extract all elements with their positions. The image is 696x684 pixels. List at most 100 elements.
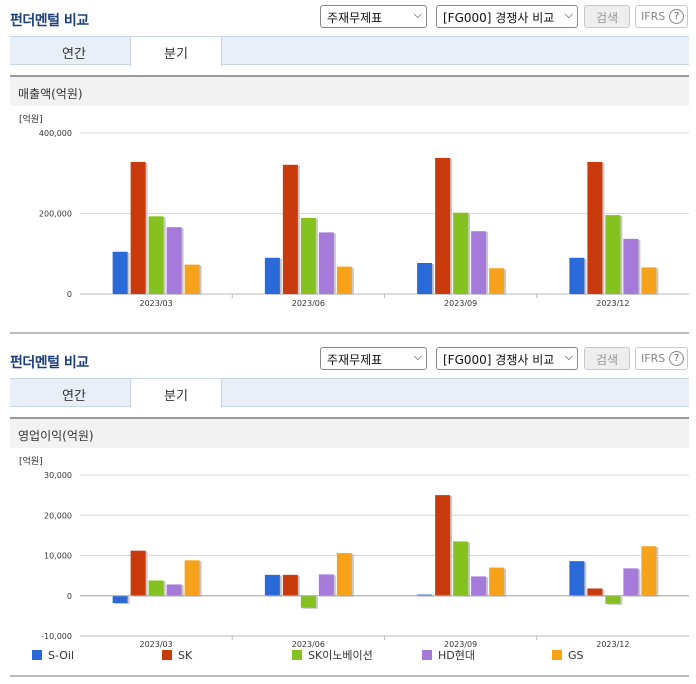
ifrs-label: IFRS (641, 352, 666, 365)
peer-group-select[interactable]: [FG000] 경쟁사 비교 ⌵ (436, 5, 578, 28)
legend-swatch (32, 650, 42, 660)
fundamental-panel-1: 펀더멘털 비교 주재무제표 ⌵ [FG000] 경쟁사 비교 ⌵ 검색 IFRS… (0, 0, 696, 334)
x-tick-label: 2023/12 (596, 299, 629, 306)
bar (435, 495, 451, 596)
divider (10, 332, 689, 334)
bar (112, 595, 128, 603)
bar (641, 267, 657, 294)
period-tabs: 연간 분기 (10, 36, 689, 66)
legend-swatch (552, 650, 562, 660)
bar (336, 553, 352, 596)
legend-swatch (162, 650, 172, 660)
fundamental-panel-2: 펀더멘털 비교 주재무제표 ⌵ [FG000] 경쟁사 비교 ⌵ 검색 IFRS… (0, 342, 696, 677)
help-icon[interactable]: ? (669, 351, 684, 366)
report-type-select[interactable]: 주재무제표 ⌵ (320, 347, 427, 370)
y-tick-label: 400,000 (39, 129, 72, 138)
y-tick-label: 10,000 (44, 552, 72, 561)
bar (112, 251, 128, 294)
tab-annual[interactable]: 연간 (62, 389, 86, 404)
x-tick-label: 2023/03 (140, 640, 173, 649)
chevron-down-icon: ⌵ (564, 8, 573, 21)
x-tick-label: 2023/03 (140, 299, 173, 306)
bar (282, 574, 298, 596)
bar (264, 574, 280, 596)
chart-title: 영업이익(억원) (10, 417, 689, 448)
peer-group-value: [FG000] 경쟁사 비교 (443, 353, 555, 367)
x-tick-label: 2023/12 (596, 640, 629, 649)
search-button[interactable]: 검색 (584, 347, 630, 370)
y-tick-label: 20,000 (44, 511, 72, 520)
operating-profit-chart: [억원] -10,000 0 10,000 20,000 30,000 2023/03 202… (19, 455, 689, 662)
bar (184, 264, 200, 294)
bar (605, 595, 621, 604)
bar (471, 231, 487, 294)
y-tick-label: 0 (67, 592, 72, 601)
legend-label: GS (568, 649, 584, 662)
chart-title: 매출액(억원) (10, 75, 689, 106)
search-button[interactable]: 검색 (584, 5, 630, 28)
y-unit-label: [억원] (19, 113, 43, 125)
bar (130, 550, 146, 596)
x-tick-label: 2023/09 (444, 640, 477, 649)
bar (318, 232, 334, 294)
tab-annual[interactable]: 연간 (62, 47, 86, 62)
bar (318, 574, 334, 596)
x-tick-label: 2023/06 (292, 640, 325, 649)
bar (587, 161, 603, 294)
y-tick-label: -10,000 (41, 632, 72, 641)
bar (166, 584, 182, 596)
bar (623, 568, 639, 596)
ifrs-button[interactable]: IFRS ? (635, 5, 688, 28)
chart-container: [억원] -10,000 0 10,000 20,000 30,000 2023/03 202… (10, 448, 689, 680)
bar (417, 594, 433, 596)
tab-quarterly[interactable]: 분기 (130, 37, 222, 66)
panel-header: 펀더멘털 비교 주재무제표 ⌵ [FG000] 경쟁사 비교 ⌵ 검색 IFRS… (0, 0, 696, 34)
bar (264, 257, 280, 294)
bar (605, 215, 621, 294)
bar (569, 561, 585, 596)
bar (282, 164, 298, 294)
bar (300, 217, 316, 294)
y-tick-label: 0 (67, 290, 72, 299)
bar (336, 266, 352, 294)
ifrs-button[interactable]: IFRS ? (635, 347, 688, 370)
legend-label: HD현대 (438, 649, 475, 662)
bar (148, 216, 164, 294)
legend-swatch (422, 650, 432, 660)
peer-group-select[interactable]: [FG000] 경쟁사 비교 ⌵ (436, 347, 578, 370)
tab-quarterly[interactable]: 분기 (130, 379, 222, 408)
revenue-chart: [억원] 0 200,000 400,000 2023/03 2023/06 2023/09… (19, 113, 689, 321)
chevron-down-icon: ⌵ (413, 8, 422, 21)
bar (623, 238, 639, 294)
panel-title: 펀더멘털 비교 (10, 13, 89, 29)
bar (471, 576, 487, 596)
bar (148, 580, 164, 596)
ifrs-label: IFRS (641, 10, 666, 23)
panel-header: 펀더멘털 비교 주재무제표 ⌵ [FG000] 경쟁사 비교 ⌵ 검색 IFRS… (0, 342, 696, 376)
bar (184, 560, 200, 596)
bar (489, 268, 505, 294)
y-tick-label: 30,000 (44, 471, 72, 480)
help-icon[interactable]: ? (669, 9, 684, 24)
chevron-down-icon: ⌵ (564, 350, 573, 363)
report-type-select[interactable]: 주재무제표 ⌵ (320, 5, 427, 28)
chevron-down-icon: ⌵ (413, 350, 422, 363)
bar (489, 567, 505, 596)
report-type-value: 주재무제표 (327, 353, 383, 367)
bar (300, 595, 316, 608)
legend-swatch (292, 650, 302, 660)
bar (453, 541, 469, 596)
bar (130, 161, 146, 294)
divider (10, 675, 689, 677)
legend-label: S-Oil (48, 649, 74, 662)
panel-title: 펀더멘털 비교 (10, 355, 89, 371)
chart-container: [억원] 0 200,000 400,000 2023/03 2023/06 2023/09… (10, 106, 689, 321)
x-tick-label: 2023/09 (444, 299, 477, 306)
report-type-value: 주재무제표 (327, 11, 383, 25)
bar (587, 588, 603, 596)
bar (166, 227, 182, 294)
x-tick-label: 2023/06 (292, 299, 325, 306)
y-unit-label: [억원] (19, 455, 43, 467)
legend-label: SK (178, 649, 193, 662)
peer-group-value: [FG000] 경쟁사 비교 (443, 11, 555, 25)
